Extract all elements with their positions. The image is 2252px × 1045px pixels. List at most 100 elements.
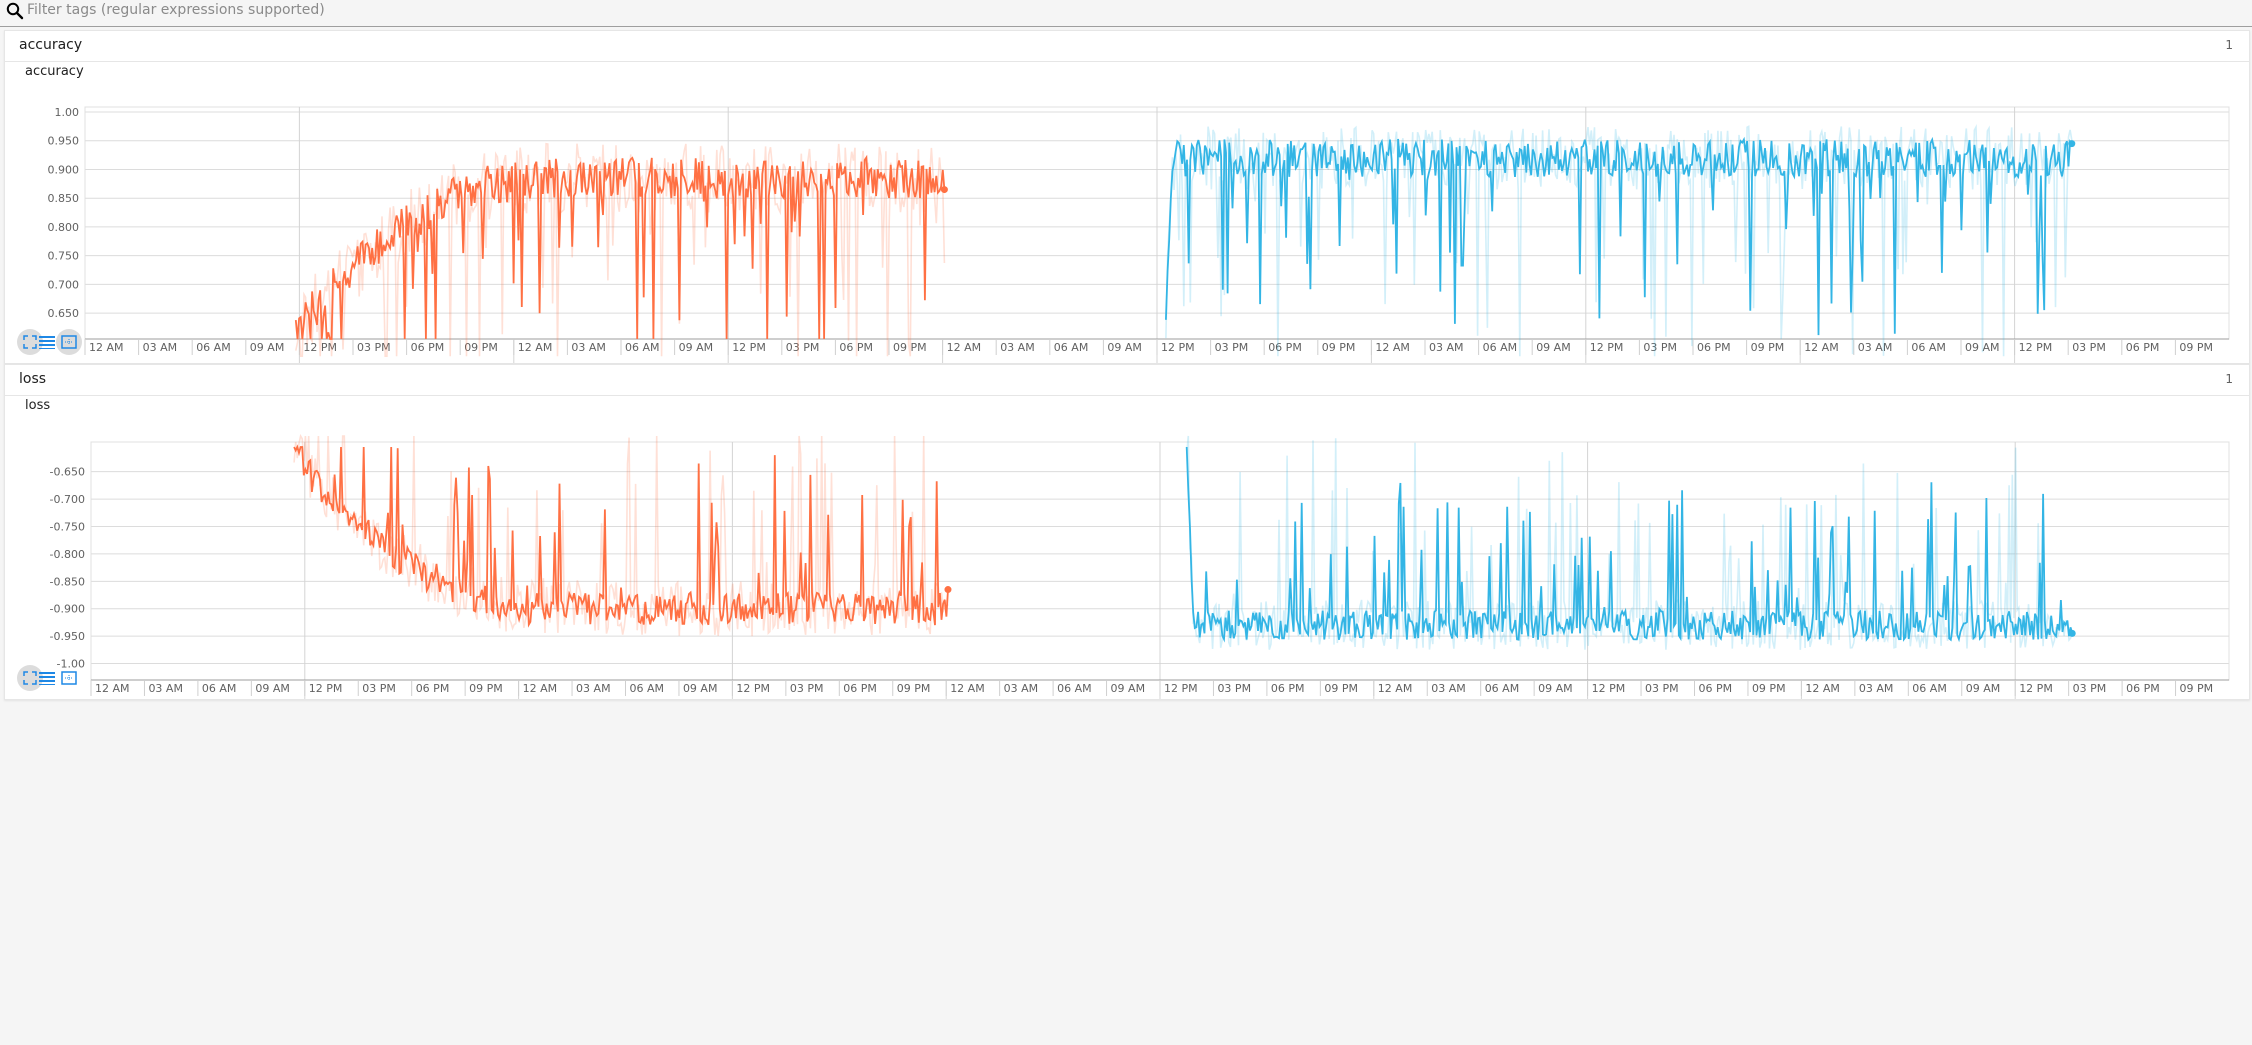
x-tick-label: 03 AM	[1858, 341, 1893, 354]
x-tick-label: 03 AM	[148, 682, 183, 695]
x-tick-label: 06 PM	[1697, 341, 1731, 354]
x-tick-label: 12 PM	[1161, 341, 1195, 354]
search-icon	[6, 2, 24, 20]
y-tick-label: -0.950	[50, 630, 85, 643]
x-tick-label: 03 AM	[571, 341, 606, 354]
x-tick-label: 03 PM	[2073, 682, 2107, 695]
series-end-point	[940, 186, 948, 194]
y-tick-label: 0.650	[48, 307, 80, 320]
x-tick-label: 09 PM	[469, 682, 503, 695]
y-tick-label: 0.750	[48, 250, 80, 263]
x-tick-label: 12 AM	[1378, 682, 1413, 695]
y-tick-label: -0.700	[50, 493, 85, 506]
x-tick-label: 09 AM	[683, 682, 718, 695]
section-header[interactable]: accuracy 1	[5, 31, 2249, 62]
x-tick-label: 03 PM	[362, 682, 396, 695]
filter-bar: Filter tags (regular expressions support…	[0, 0, 2252, 27]
x-tick-label: 12 AM	[1375, 341, 1410, 354]
x-tick-label: 09 AM	[1966, 682, 2001, 695]
x-tick-label: 09 AM	[1107, 341, 1142, 354]
log-scale-button[interactable]	[34, 329, 60, 355]
x-tick-label: 09 AM	[1965, 341, 2000, 354]
section-title: accuracy	[19, 37, 83, 53]
x-tick-label: 06 PM	[416, 682, 450, 695]
x-tick-label: 06 PM	[839, 341, 873, 354]
x-tick-label: 12 PM	[736, 682, 770, 695]
y-tick-label: 0.950	[48, 135, 80, 148]
y-tick-label: 0.900	[48, 163, 80, 176]
series-smoothed-line	[1165, 136, 2073, 336]
x-tick-label: 06 PM	[2126, 341, 2160, 354]
series-raw-line	[1185, 435, 2073, 650]
x-tick-label: 12 PM	[2019, 341, 2053, 354]
log-scale-button[interactable]	[34, 665, 60, 691]
fit-domain-button[interactable]	[17, 329, 43, 355]
x-tick-label: 03 PM	[357, 341, 391, 354]
series-end-point	[944, 586, 952, 594]
filter-tags-input[interactable]: Filter tags (regular expressions support…	[27, 2, 325, 18]
x-tick-label: 03 AM	[1431, 682, 1466, 695]
section-header[interactable]: loss 1	[5, 365, 2249, 396]
x-tick-label: 12 AM	[518, 341, 553, 354]
y-tick-label: -0.900	[50, 603, 85, 616]
y-tick-label: 0.850	[48, 192, 80, 205]
x-tick-label: 12 PM	[1592, 682, 1626, 695]
x-tick-label: 03 PM	[786, 341, 820, 354]
zoom-box-icon	[61, 671, 77, 685]
section-count: 1	[2225, 372, 2233, 386]
fit-domain-button[interactable]	[17, 665, 43, 691]
section-loss: loss 1 loss -0.650 -0.700 -0.750 -0.800 -0.8…	[4, 364, 2250, 700]
x-tick-label: 09 AM	[1111, 682, 1146, 695]
x-tick-label: 12 AM	[950, 682, 985, 695]
x-tick-label: 09 PM	[2180, 682, 2214, 695]
x-tick-label: 12 AM	[1804, 341, 1839, 354]
y-tick-label: 1.00	[55, 106, 80, 119]
section-count: 1	[2225, 38, 2233, 52]
x-tick-label: 12 AM	[523, 682, 558, 695]
x-tick-label: 03 AM	[576, 682, 611, 695]
y-tick-label: -1.00	[57, 658, 85, 671]
series-smoothed-line	[1185, 446, 2074, 643]
card-title: accuracy	[25, 64, 84, 79]
zoom-box-button[interactable]	[56, 665, 82, 691]
x-tick-label: 09 AM	[255, 682, 290, 695]
toggle-log-scale-icon	[39, 672, 55, 685]
x-tick-label: 12 AM	[947, 341, 982, 354]
x-tick-label: 09 PM	[2179, 341, 2213, 354]
x-tick-label: 03 PM	[1217, 682, 1251, 695]
x-tick-label: 06 AM	[1057, 682, 1092, 695]
loss-chart[interactable]: -0.650 -0.700 -0.750 -0.800 -0.850 -0.900 -0.9…	[5, 395, 2249, 699]
x-tick-label: 12 PM	[1164, 682, 1198, 695]
x-tick-label: 06 PM	[1271, 682, 1305, 695]
series-end-point	[2068, 629, 2076, 637]
x-tick-label: 09 AM	[250, 341, 285, 354]
x-tick-label: 12 PM	[303, 341, 337, 354]
series-end-point	[2068, 140, 2076, 148]
x-tick-label: 06 AM	[1483, 341, 1518, 354]
x-tick-label: 06 AM	[1912, 682, 1947, 695]
x-tick-label: 06 PM	[1268, 341, 1302, 354]
x-tick-label: 09 PM	[464, 341, 498, 354]
x-tick-label: 03 AM	[1859, 682, 1894, 695]
x-tick-label: 12 PM	[309, 682, 343, 695]
x-tick-label: 09 AM	[679, 341, 714, 354]
x-tick-label: 06 AM	[1485, 682, 1520, 695]
x-tick-label: 06 PM	[843, 682, 877, 695]
x-tick-label: 06 AM	[202, 682, 237, 695]
x-tick-label: 06 AM	[1911, 341, 1946, 354]
fit-domain-icon	[23, 671, 37, 685]
series-smoothed-line	[293, 444, 949, 628]
x-tick-label: 03 PM	[1215, 341, 1249, 354]
x-tick-label: 09 PM	[1322, 341, 1356, 354]
series-smoothed-line	[294, 154, 946, 340]
x-tick-label: 03 PM	[1645, 682, 1679, 695]
x-tick-label: 06 AM	[625, 341, 660, 354]
x-tick-label: 09 AM	[1538, 682, 1573, 695]
x-tick-label: 03 AM	[1429, 341, 1464, 354]
section-title: loss	[19, 371, 47, 387]
zoom-box-button[interactable]	[56, 329, 82, 355]
zoom-box-icon	[61, 335, 77, 349]
accuracy-chart[interactable]: 1.000.9500.9000.8500.8000.7500.7000.650A…	[5, 61, 2249, 363]
x-tick-label: 03 AM	[1000, 341, 1035, 354]
y-tick-label: -0.650	[50, 466, 85, 479]
